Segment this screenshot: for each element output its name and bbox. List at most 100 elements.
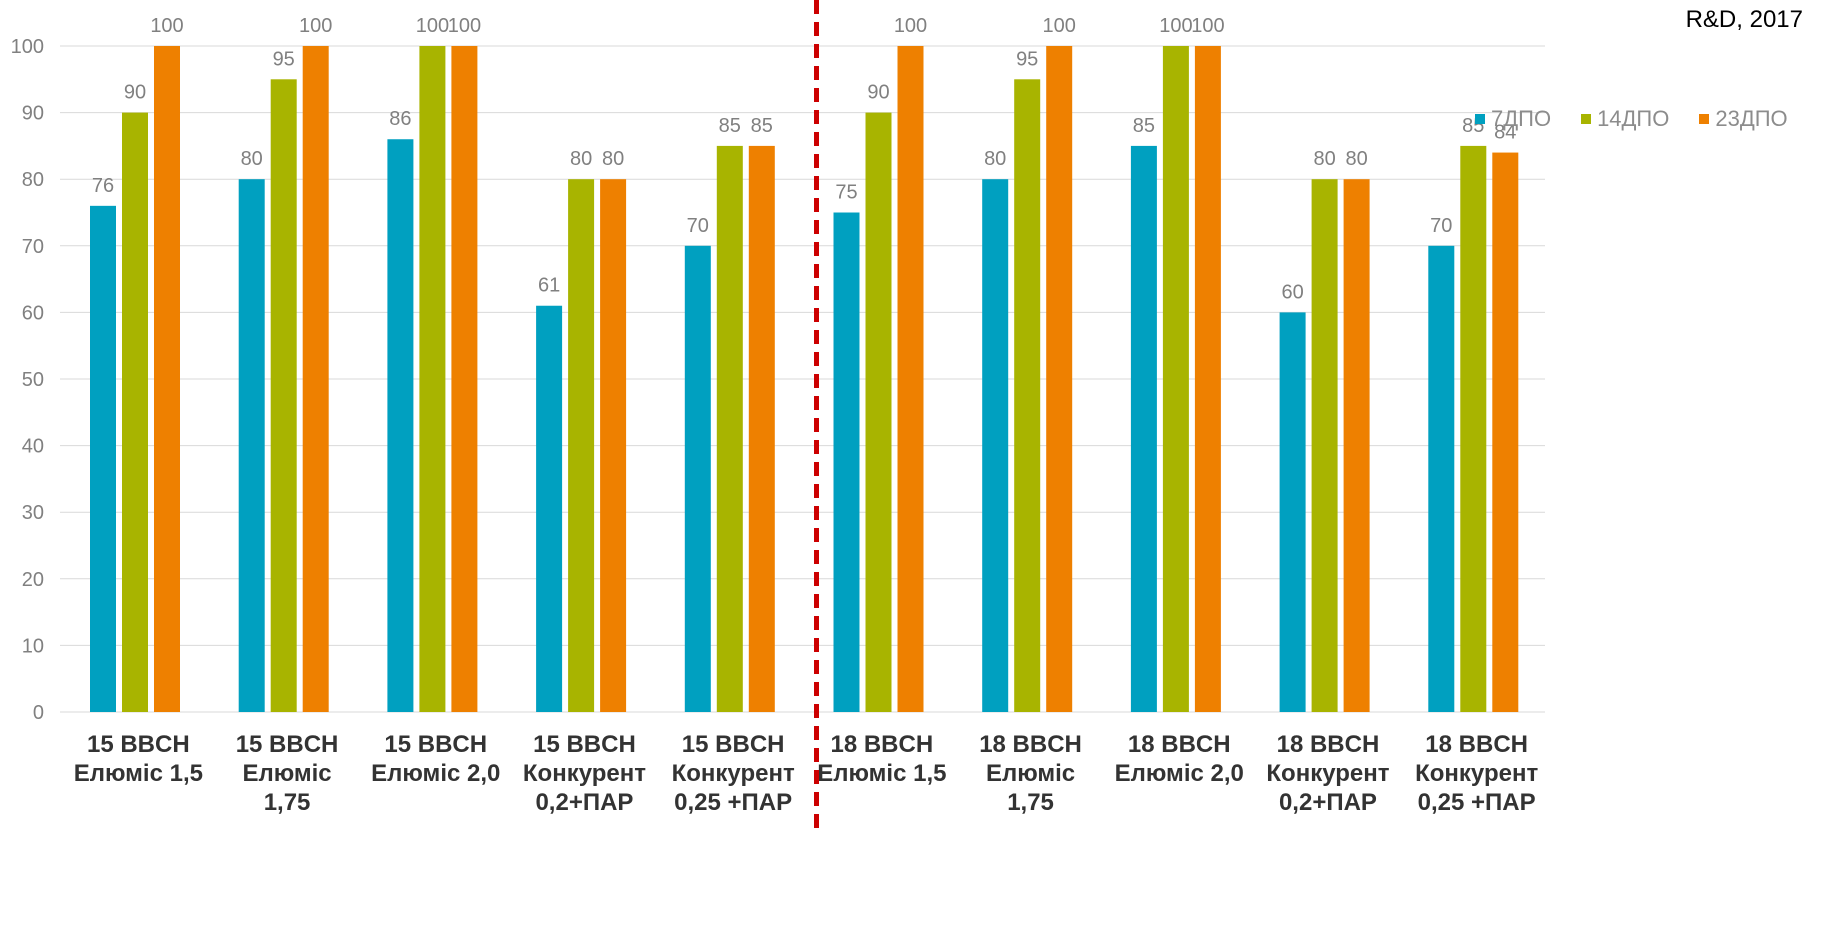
legend-label-14dpo: 14ДПО bbox=[1597, 106, 1670, 131]
x-category-label: Елюміс 2,0 bbox=[371, 760, 500, 787]
bar-7ДПО-8 bbox=[1130, 145, 1157, 712]
x-category-label: 18 BBCH bbox=[830, 731, 933, 758]
bar-23ДПО-4 bbox=[600, 179, 627, 712]
bar-23ДПО-8 bbox=[1194, 46, 1221, 712]
data-label: 86 bbox=[389, 108, 411, 130]
y-tick-label: 40 bbox=[22, 436, 44, 458]
x-category-label: 15 BBCH bbox=[533, 731, 636, 758]
bar-14ДПО-8 bbox=[1162, 46, 1189, 712]
data-label: 84 bbox=[1494, 122, 1516, 144]
x-category-label: 1,75 bbox=[1007, 789, 1054, 816]
legend-swatch-7dpo bbox=[1475, 114, 1485, 124]
bar-7ДПО-2 bbox=[238, 179, 265, 712]
data-label: 80 bbox=[241, 148, 263, 170]
data-label: 70 bbox=[1430, 215, 1452, 237]
data-label: 100 bbox=[448, 15, 481, 37]
x-category-label: Елюміс 1,5 bbox=[74, 760, 203, 787]
legend-swatch-23dpo bbox=[1699, 114, 1710, 124]
bar-7ДПО-6 bbox=[833, 212, 860, 712]
x-category-label: 18 BBCH bbox=[1128, 731, 1231, 758]
x-category-label: 0,2+ПАР bbox=[1279, 789, 1377, 816]
chart-note: R&D, 2017 bbox=[1685, 6, 1803, 33]
data-label: 100 bbox=[416, 15, 449, 37]
data-label: 75 bbox=[835, 182, 857, 204]
x-category-label: Елюміс bbox=[242, 760, 331, 787]
bar-23ДПО-1 bbox=[154, 46, 180, 712]
legend-label-23dpo: 23ДПО bbox=[1715, 106, 1788, 131]
legend-item-23dpo: 23ДПО bbox=[1699, 106, 1788, 132]
data-label: 90 bbox=[124, 82, 146, 104]
x-category-label: 0,25 +ПАР bbox=[674, 789, 792, 816]
data-label: 80 bbox=[984, 148, 1006, 170]
data-label: 100 bbox=[894, 15, 927, 37]
bar-23ДПО-2 bbox=[302, 46, 329, 712]
bar-14ДПО-7 bbox=[1014, 79, 1041, 713]
bar-23ДПО-10 bbox=[1492, 152, 1519, 712]
x-category-label: Елюміс 1,5 bbox=[817, 760, 946, 787]
x-category-label: 15 BBCH bbox=[236, 731, 339, 758]
bar-7ДПО-5 bbox=[684, 245, 711, 713]
bar-23ДПО-5 bbox=[748, 145, 775, 712]
data-label: 80 bbox=[1345, 148, 1367, 170]
data-label: 95 bbox=[1016, 48, 1038, 70]
bar-14ДПО-1 bbox=[122, 112, 148, 713]
y-tick-label: 50 bbox=[22, 369, 44, 391]
data-label: 100 bbox=[1159, 15, 1192, 37]
bar-14ДПО-5 bbox=[716, 145, 743, 712]
x-category-label: 18 BBCH bbox=[979, 731, 1082, 758]
x-category-label: 0,2+ПАР bbox=[535, 789, 633, 816]
x-category-label: Конкурент bbox=[672, 760, 795, 787]
bar-7ДПО-1 bbox=[90, 205, 116, 712]
x-category-label: Конкурент bbox=[1266, 760, 1389, 787]
data-label: 85 bbox=[751, 115, 773, 137]
y-tick-label: 90 bbox=[22, 103, 44, 125]
chart-legend: 7ДПО 14ДПО 23ДПО bbox=[1475, 106, 1788, 132]
y-tick-label: 20 bbox=[22, 569, 44, 591]
y-tick-label: 80 bbox=[22, 169, 44, 191]
data-label: 100 bbox=[1043, 15, 1076, 37]
bar-23ДПО-9 bbox=[1343, 179, 1370, 712]
x-category-label: 18 BBCH bbox=[1277, 731, 1380, 758]
data-label: 61 bbox=[538, 275, 560, 297]
x-category-label: 1,75 bbox=[264, 789, 311, 816]
y-tick-label: 0 bbox=[33, 702, 44, 724]
x-category-label: 18 BBCH bbox=[1425, 731, 1528, 758]
data-label: 100 bbox=[1191, 15, 1224, 37]
bar-23ДПО-6 bbox=[897, 46, 924, 712]
data-label: 80 bbox=[570, 148, 592, 170]
y-tick-label: 30 bbox=[22, 502, 44, 524]
bar-7ДПО-7 bbox=[982, 179, 1009, 712]
x-category-label: Елюміс bbox=[986, 760, 1075, 787]
y-tick-label: 70 bbox=[22, 236, 44, 258]
bar-23ДПО-3 bbox=[451, 46, 478, 712]
x-category-label: Конкурент bbox=[523, 760, 646, 787]
data-label: 60 bbox=[1281, 281, 1303, 303]
legend-item-14dpo: 14ДПО bbox=[1581, 106, 1669, 132]
y-tick-label: 10 bbox=[22, 635, 44, 657]
bar-14ДПО-4 bbox=[568, 179, 595, 712]
bar-7ДПО-10 bbox=[1428, 245, 1455, 713]
data-label: 70 bbox=[687, 215, 709, 237]
data-label: 76 bbox=[92, 175, 114, 197]
bar-14ДПО-6 bbox=[865, 112, 892, 713]
data-label: 80 bbox=[602, 148, 624, 170]
x-category-label: Конкурент bbox=[1415, 760, 1538, 787]
bar-14ДПО-2 bbox=[270, 79, 297, 713]
data-label: 85 bbox=[719, 115, 741, 137]
x-category-label: 15 BBCH bbox=[87, 731, 190, 758]
data-label: 100 bbox=[150, 15, 183, 37]
x-category-label: 15 BBCH bbox=[384, 731, 487, 758]
legend-swatch-14dpo bbox=[1581, 114, 1592, 124]
x-category-label: Елюміс 2,0 bbox=[1115, 760, 1244, 787]
bar-14ДПО-9 bbox=[1311, 179, 1338, 712]
y-tick-label: 100 bbox=[11, 36, 44, 58]
bar-14ДПО-3 bbox=[419, 46, 446, 712]
bar-23ДПО-7 bbox=[1046, 46, 1073, 712]
data-label: 95 bbox=[273, 48, 295, 70]
data-label: 80 bbox=[1313, 148, 1335, 170]
bar-7ДПО-4 bbox=[536, 305, 563, 712]
legend-item-7dpo: 7ДПО bbox=[1475, 106, 1551, 132]
x-category-label: 0,25 +ПАР bbox=[1418, 789, 1536, 816]
bar-7ДПО-3 bbox=[387, 139, 414, 713]
